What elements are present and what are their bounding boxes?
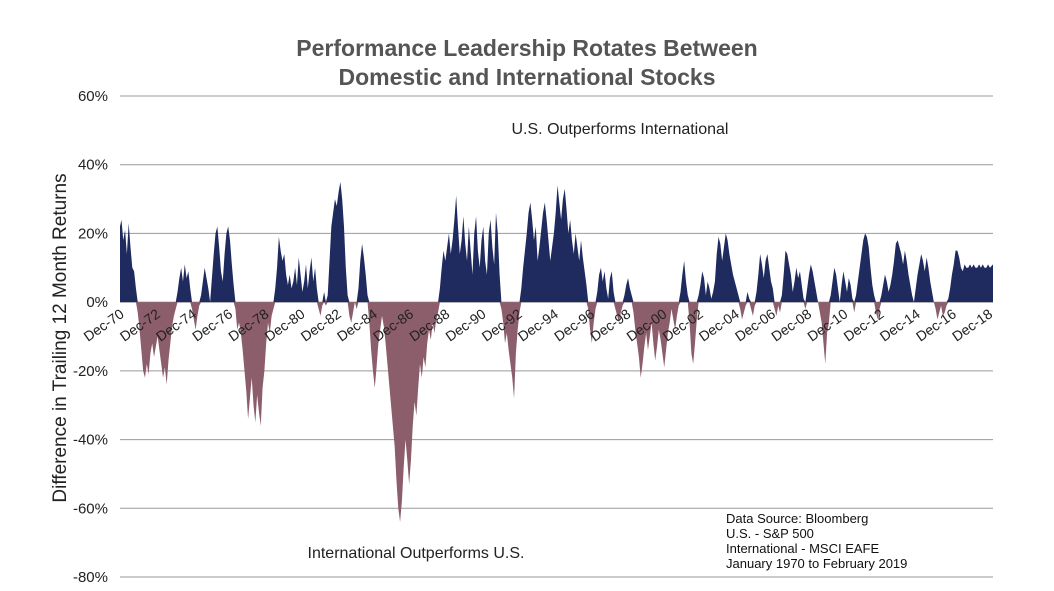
x-axis: Dec-70Dec-72Dec-74Dec-76Dec-78Dec-80Dec-… [81,305,996,344]
y-tick-label: 20% [78,225,108,242]
x-tick-label: Dec-12 [840,305,886,344]
x-tick-label: Dec-06 [732,305,778,344]
y-tick-label: -80% [73,569,108,586]
chart-title-line-1: Performance Leadership Rotates Between [296,35,758,61]
source-note-line: U.S. - S&P 500 [726,526,814,541]
positive-area [120,181,993,303]
y-axis-label: Difference in Trailing 12 Month Returns [50,173,71,502]
area-series [120,181,993,523]
annotation-us-outperforms: U.S. Outperforms International [512,121,729,138]
y-tick-label: 40% [78,157,108,174]
chart-title-line-2: Domestic and International Stocks [338,64,716,90]
x-tick-label: Dec-14 [877,305,923,344]
x-tick-label: Dec-90 [442,305,488,344]
x-tick-label: Dec-08 [768,305,814,344]
source-note-line: Data Source: Bloomberg [726,511,869,526]
y-tick-label: 60% [78,88,108,105]
source-note-line: January 1970 to February 2019 [726,556,908,571]
x-tick-label: Dec-16 [913,305,959,344]
x-tick-label: Dec-04 [696,305,742,344]
source-note-line: International - MSCI EAFE [726,541,880,556]
x-tick-label: Dec-70 [81,305,127,344]
y-tick-label: -60% [73,500,108,517]
y-tick-label: 0% [86,294,108,311]
y-tick-label: -20% [73,363,108,380]
annotation-international-outperforms: International Outperforms U.S. [308,545,525,562]
x-tick-label: Dec-18 [949,305,995,344]
chart-title: Performance Leadership Rotates Between D… [0,34,1054,92]
x-tick-label: Dec-94 [515,305,561,344]
y-axis: 60% 40% 20% 0% -20% -40% -60% -80% [73,88,108,586]
y-tick-label: -40% [73,432,108,449]
source-note: Data Source: Bloomberg U.S. - S&P 500 In… [726,511,907,571]
